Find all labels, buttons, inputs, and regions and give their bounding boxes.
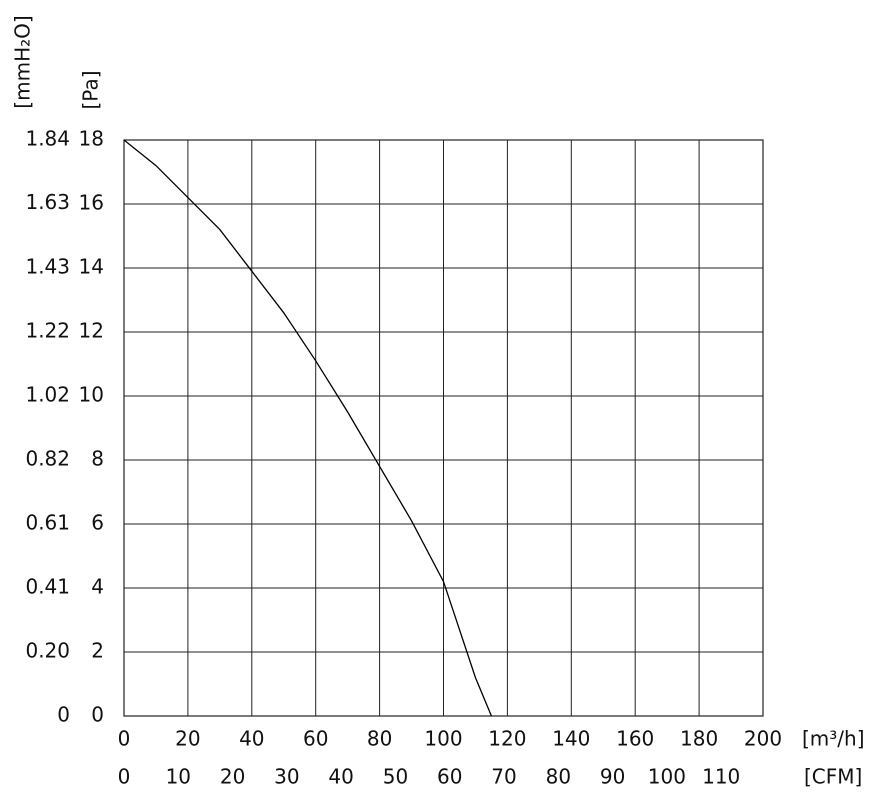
- x2-tick-label: 80: [546, 765, 571, 789]
- y2-tick-label: 1.63: [25, 190, 70, 214]
- x-tick-label: 120: [488, 727, 526, 751]
- y2-axis-label: [mmH₂O]: [11, 15, 35, 108]
- curve: [123, 139, 493, 717]
- x-tick-label: 100: [424, 727, 462, 751]
- plot-frame: [123, 139, 764, 717]
- x2-tick-label: 110: [702, 765, 740, 789]
- x2-tick-label: 20: [220, 765, 245, 789]
- x2-tick-label: 60: [437, 765, 462, 789]
- y2-tick-label: 1.02: [25, 382, 70, 406]
- x-axis-label: [m³/h]: [802, 727, 865, 751]
- y2-tick-label: 0.41: [25, 574, 70, 598]
- x-tick-label: 140: [552, 727, 590, 751]
- x-tick-label: 180: [680, 727, 718, 751]
- y2-tick-label: 1.22: [25, 318, 70, 342]
- y-tick-label: 18: [79, 127, 104, 151]
- y-tick-label: 12: [79, 319, 104, 343]
- x2-tick-label: 50: [383, 765, 408, 789]
- x2-tick-label: 70: [491, 765, 516, 789]
- x2-tick-label: 0: [118, 765, 131, 789]
- x-tick-label: 160: [616, 727, 654, 751]
- x-tick-label: 60: [303, 727, 328, 751]
- y2-tick-label: 0.20: [25, 638, 70, 662]
- x2-tick-label: 40: [328, 765, 353, 789]
- x2-tick-label: 10: [166, 765, 191, 789]
- x-tick-label: 80: [367, 727, 392, 751]
- x-tick-label: 200: [744, 727, 782, 751]
- y-tick-label: 6: [91, 511, 104, 535]
- y-tick-label: 0: [91, 703, 104, 727]
- x-tick-label: 20: [175, 727, 200, 751]
- x2-tick-label: 90: [600, 765, 625, 789]
- y2-tick-label: 1.84: [25, 127, 70, 151]
- y-tick-label: 4: [91, 575, 104, 599]
- y-tick-label: 14: [79, 255, 104, 279]
- x-tick-label: 40: [239, 727, 264, 751]
- y-tick-label: 10: [79, 383, 104, 407]
- x2-tick-label: 100: [648, 765, 686, 789]
- y2-tick-label: 0: [57, 703, 70, 727]
- x2-tick-label: 30: [274, 765, 299, 789]
- y2-tick-label: 0.61: [25, 510, 70, 534]
- y-tick-label: 16: [79, 191, 104, 215]
- y-tick-label: 8: [91, 447, 104, 471]
- x-tick-label: 0: [118, 727, 131, 751]
- y-axis-label: [Pa]: [79, 70, 103, 109]
- y2-tick-label: 1.43: [25, 254, 70, 278]
- y-tick-label: 2: [91, 639, 104, 663]
- y2-tick-label: 0.82: [25, 446, 70, 470]
- x2-axis-label: [CFM]: [804, 765, 862, 789]
